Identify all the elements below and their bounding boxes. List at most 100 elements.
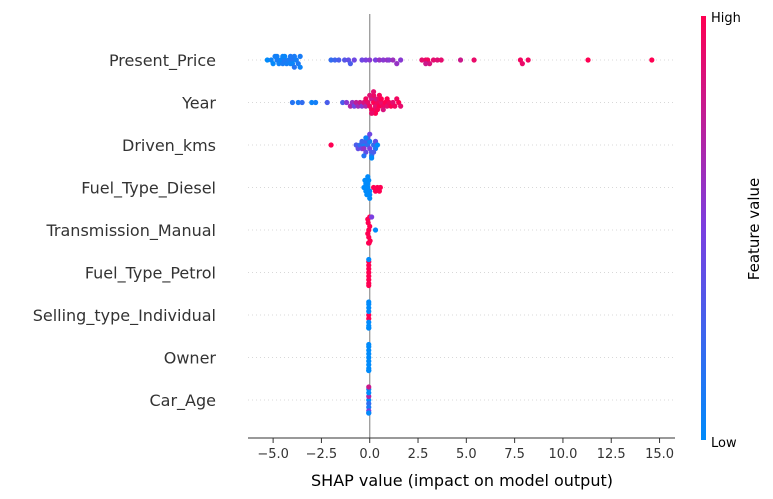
shap-point (336, 57, 342, 63)
x-ticks: −5.0 −2.5 0.0 2.5 5.0 7.5 10.0 12.5 15.0 (257, 438, 674, 462)
shap-point (366, 277, 372, 283)
shap-point (291, 64, 297, 70)
shap-point (366, 325, 372, 331)
shap-point (390, 57, 396, 63)
row-guides (248, 59, 675, 401)
shap-point (366, 299, 372, 305)
shap-point (585, 57, 591, 63)
shap-point (362, 177, 368, 183)
shap-point (372, 227, 379, 233)
shap-point (359, 138, 365, 144)
shap-point (363, 96, 369, 102)
shap-point (367, 195, 373, 201)
shap-point (366, 367, 372, 374)
shap-point (366, 404, 372, 410)
shap-point (366, 351, 372, 357)
x-tick-label: 10.0 (548, 447, 577, 462)
shap-point (351, 57, 357, 63)
x-tick-label: 2.5 (408, 447, 429, 462)
feature-label: Transmission_Manual (46, 221, 217, 241)
shap-point (369, 155, 375, 161)
data-points (264, 53, 655, 416)
shap-point (369, 214, 375, 220)
shap-point (359, 57, 365, 63)
x-tick-label: 15.0 (645, 447, 674, 462)
shap-point (363, 57, 369, 63)
shap-point (365, 174, 371, 180)
shap-point (519, 61, 525, 67)
shap-point (376, 92, 382, 98)
shap-point (365, 240, 372, 246)
shap-point (419, 57, 425, 63)
x-tick-label: 7.5 (504, 447, 525, 462)
shap-point (438, 57, 444, 63)
shap-point (370, 89, 377, 95)
shap-point (366, 305, 372, 311)
shap-point (328, 57, 334, 63)
shap-point (367, 92, 373, 98)
shap-point (366, 397, 372, 403)
shap-point (270, 61, 276, 67)
x-tick-label: 5.0 (456, 447, 477, 462)
shap-point (427, 61, 433, 67)
feature-label: Year (181, 94, 216, 113)
shap-point (398, 103, 404, 109)
shap-point (369, 107, 375, 113)
shap-point (287, 53, 294, 60)
shap-point (366, 347, 372, 353)
x-tick-label: −2.5 (306, 447, 338, 462)
feature-label: Fuel_Type_Petrol (85, 264, 216, 284)
shap-point (369, 110, 375, 116)
shap-point (430, 57, 437, 63)
colorbar-low-label: Low (711, 436, 737, 451)
shap-point (366, 266, 372, 272)
shap-point (386, 57, 392, 63)
colorbar-high-label: High (711, 11, 741, 26)
shap-point (471, 57, 477, 63)
shap-point (309, 99, 315, 106)
shap-point (392, 103, 398, 109)
shap-point (457, 57, 464, 63)
shap-point (380, 107, 386, 113)
shap-point (366, 273, 372, 279)
shap-point (366, 354, 372, 361)
colorbar-title: Feature value (745, 178, 763, 280)
feature-label: Car_Age (150, 391, 217, 411)
shap-point (295, 99, 301, 106)
shap-point (366, 316, 372, 322)
shap-point (394, 61, 400, 67)
shap-point (366, 269, 372, 276)
shap-point (264, 57, 270, 63)
shap-point (434, 57, 440, 63)
shap-point (363, 135, 369, 141)
shap-point (328, 142, 334, 148)
shap-point (366, 282, 372, 289)
shap-point (649, 57, 655, 63)
shap-point (313, 99, 319, 106)
feature-label: Driven_kms (122, 136, 216, 156)
shap-point (376, 57, 382, 63)
shap-point (366, 362, 372, 368)
shap-point (366, 393, 372, 399)
colorbar: High Low Feature value (701, 11, 763, 451)
shap-point (384, 96, 390, 102)
feature-labels: Present_Price Year Driven_kms Fuel_Type_Die… (33, 51, 217, 411)
shap-point (366, 410, 372, 416)
shap-point (332, 57, 338, 63)
x-axis: −5.0 −2.5 0.0 2.5 5.0 7.5 10.0 12.5 15.0 SHAP va… (248, 437, 675, 490)
shap-point (366, 401, 372, 407)
shap-point (374, 142, 381, 148)
feature-label: Owner (164, 349, 217, 368)
shap-point (366, 341, 372, 348)
shap-point (343, 99, 350, 106)
feature-label: Selling_type_Individual (33, 306, 216, 326)
shap-point (367, 131, 373, 137)
shap-point (340, 99, 346, 106)
shap-point (366, 262, 372, 268)
shap-point (282, 53, 288, 60)
shap-point (366, 358, 372, 364)
shap-point (377, 184, 383, 191)
shap-point (398, 57, 404, 63)
x-axis-title: SHAP value (impact on model output) (311, 471, 613, 490)
